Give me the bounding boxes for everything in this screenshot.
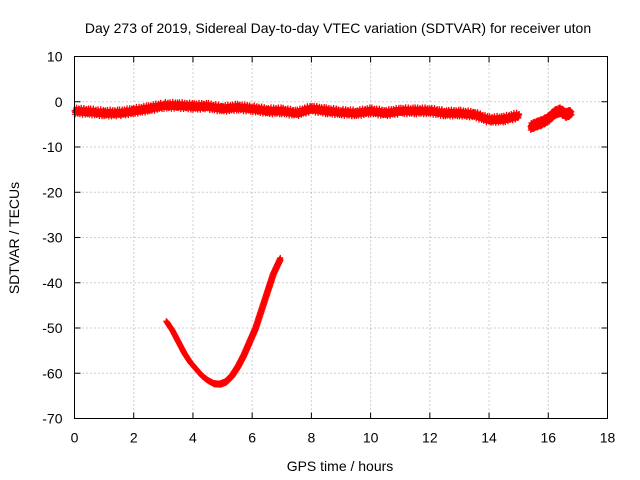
x-tick-label: 0	[71, 430, 79, 446]
x-tick-label: 16	[540, 430, 556, 446]
x-tick-label: 10	[363, 430, 379, 446]
y-tick-label: -60	[42, 365, 62, 381]
x-tick-label: 4	[189, 430, 197, 446]
y-tick-label: -20	[42, 184, 62, 200]
y-tick-label: -10	[42, 139, 62, 155]
y-tick-labels: 10 0 -10 -20 -30 -40 -50 -60 -70	[42, 49, 62, 427]
y-axis-label: SDTVAR / TECUs	[6, 182, 22, 294]
x-tick-label: 8	[307, 430, 315, 446]
y-tick-label: 0	[55, 94, 63, 110]
x-tick-label: 6	[248, 430, 256, 446]
data-points	[71, 98, 575, 388]
y-tick-label: 10	[47, 49, 63, 65]
y-tick-label: -70	[42, 411, 62, 427]
x-tick-label: 14	[481, 430, 497, 446]
x-tick-label: 2	[130, 430, 138, 446]
x-tick-label: 18	[600, 430, 616, 446]
x-axis-label: GPS time / hours	[287, 458, 394, 474]
y-tick-label: -30	[42, 230, 62, 246]
x-tick-labels: 0 2 4 6 8 10 12 14 16 18	[71, 430, 616, 446]
y-tick-label: -50	[42, 320, 62, 336]
y-tick-label: -40	[42, 275, 62, 291]
chart-title: Day 273 of 2019, Sidereal Day-to-day VTE…	[85, 20, 591, 36]
x-tick-label: 12	[422, 430, 438, 446]
